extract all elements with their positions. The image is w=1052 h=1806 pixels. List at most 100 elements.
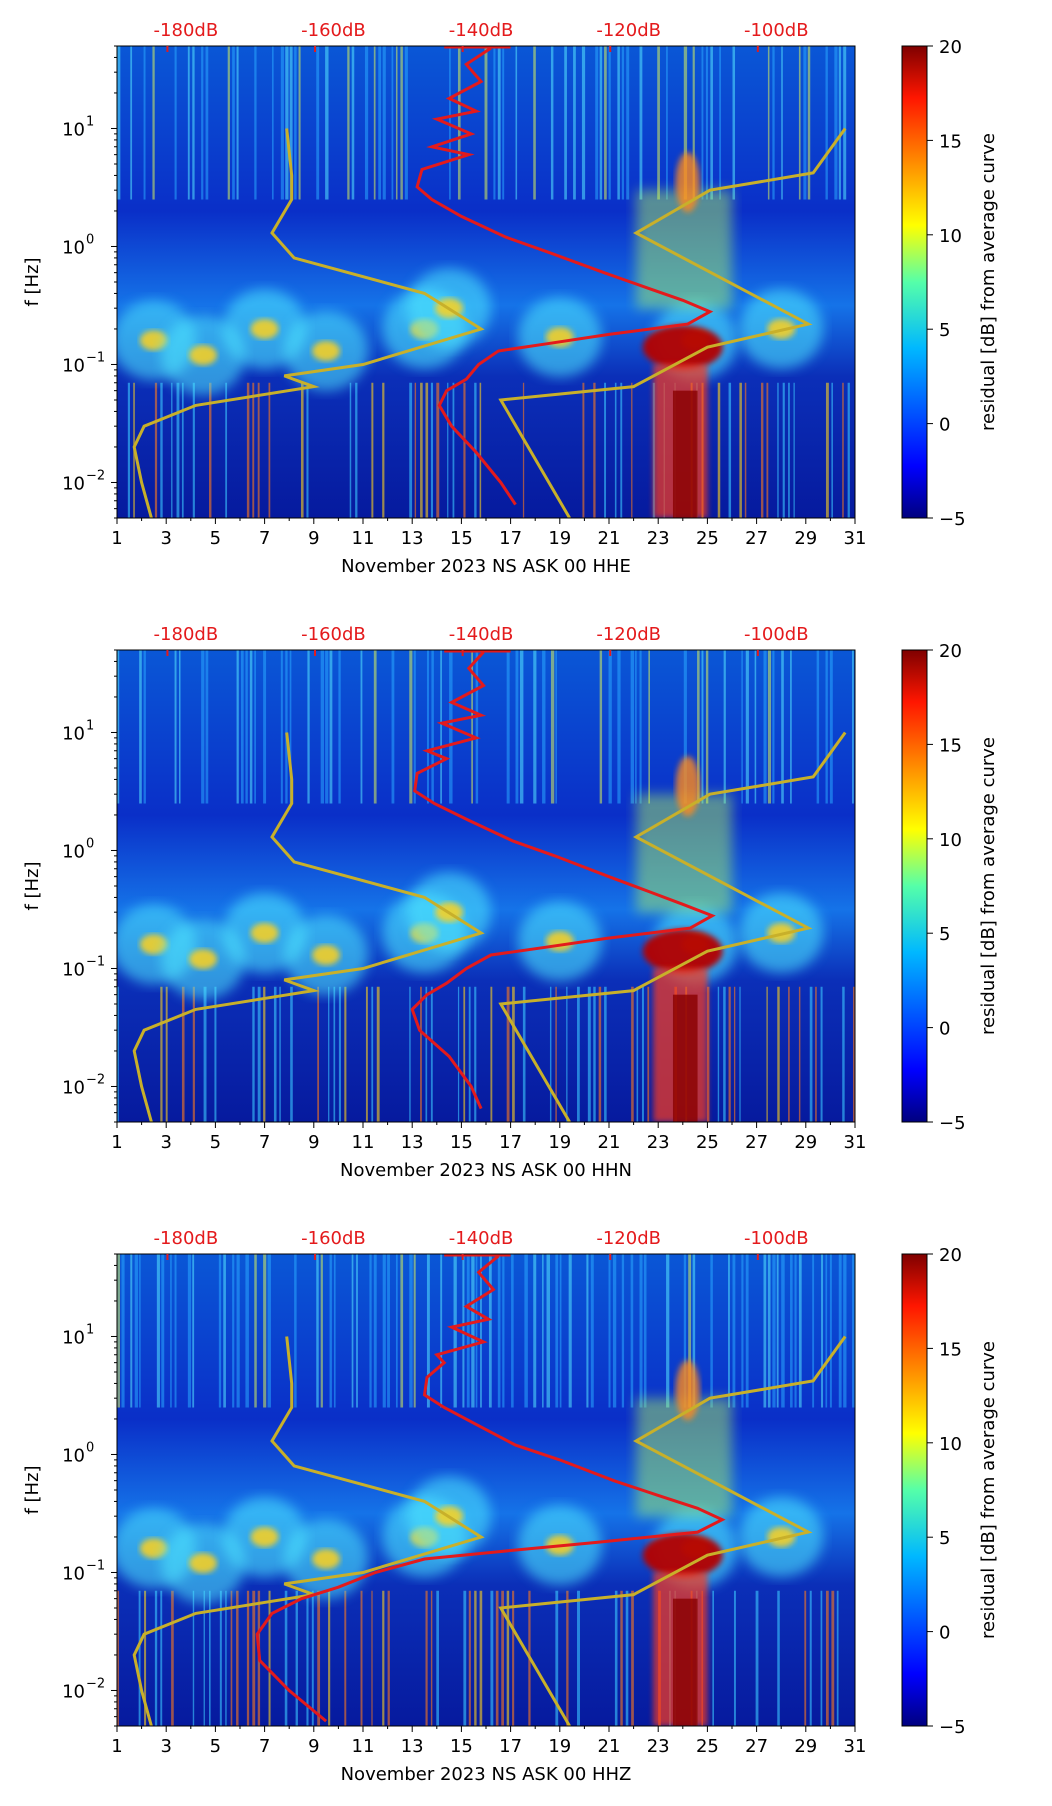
spectrogram-stripe	[161, 1254, 165, 1408]
y-tick-label: 10	[62, 473, 85, 494]
spectrogram-stripe	[683, 650, 687, 804]
spectrogram-streak	[739, 382, 742, 518]
spectrogram-streak	[728, 986, 731, 1122]
colorbar-tick-label: 10	[939, 226, 962, 247]
spectrogram-stripe	[289, 650, 292, 804]
x-tick-label: 29	[794, 528, 817, 549]
spectrogram-stripe	[333, 1254, 336, 1408]
spectrogram-stripe	[205, 46, 209, 200]
spectrogram-streak	[495, 1590, 499, 1726]
spectrogram-stripe	[143, 650, 146, 804]
spectrogram-stripe	[192, 46, 195, 200]
spectrogram-stripe	[471, 1254, 475, 1408]
spectrogram-stripe	[316, 1254, 319, 1408]
spectrogram-blob-core	[250, 318, 279, 339]
spectrogram-stripe	[152, 46, 155, 200]
storm-lowfreq-core	[672, 390, 698, 518]
spectrogram-stripe	[754, 650, 757, 804]
y-tick-exponent: −1	[86, 954, 105, 969]
spectrogram-streak	[154, 1590, 158, 1726]
spectrogram-streak	[706, 986, 710, 1122]
spectrogram-streak	[479, 382, 482, 518]
spectrogram-streak	[365, 986, 368, 1122]
spectrogram-streak	[425, 986, 428, 1122]
spectrogram-stripe	[834, 46, 838, 200]
y-tick-exponent: 1	[86, 114, 94, 129]
spectrogram-stripe	[816, 650, 820, 804]
spectrogram-blob-core	[312, 1549, 341, 1570]
x-tick-label: 29	[794, 1736, 817, 1757]
spectrogram-stripe	[347, 46, 350, 200]
spectrogram-stripe	[143, 46, 146, 200]
spectrogram-stripe	[630, 1254, 634, 1408]
spectrogram-blob-core	[189, 1553, 218, 1574]
db-axis-label: -140dB	[449, 20, 514, 41]
spectrogram-stripe	[581, 46, 586, 200]
x-tick-label: 21	[598, 1736, 621, 1757]
spectrogram-stripe	[484, 46, 488, 200]
low-noise-model-curve	[132, 128, 485, 518]
storm-lowfreq-core	[672, 994, 698, 1122]
spectrogram-stripe	[608, 1254, 611, 1408]
colorbar-tick-label: −5	[939, 1717, 966, 1738]
spectrogram-streak	[631, 382, 633, 518]
y-tick-exponent: −2	[86, 1072, 105, 1087]
spectrogram-streak	[587, 986, 591, 1122]
spectrogram-streak	[788, 382, 790, 518]
spectrogram-stripe	[254, 46, 257, 200]
spectrogram-stripe	[466, 1254, 470, 1408]
spectrogram-stripe	[178, 650, 181, 804]
spectrogram-stripe	[745, 1254, 749, 1408]
spectrogram-stripe	[550, 46, 554, 200]
storm-hotspot	[675, 756, 700, 817]
spectrogram-streak	[409, 986, 411, 1122]
spectrogram-streak	[263, 986, 266, 1122]
x-tick-label: 1	[111, 1736, 122, 1757]
spectrogram-stripe	[688, 1254, 692, 1408]
spectrogram-streak	[436, 1590, 439, 1726]
y-tick-label: 10	[62, 959, 85, 980]
db-axis-label: -100dB	[744, 624, 809, 645]
spectrogram-streak	[160, 382, 163, 518]
spectrogram-stripe	[497, 46, 501, 200]
spectrogram-streak	[631, 1590, 634, 1726]
spectrogram-streak	[181, 382, 184, 518]
spectrogram-streak	[203, 986, 207, 1122]
spectrogram-stripe	[692, 46, 695, 200]
spectrogram-stripe	[440, 650, 442, 804]
spectrogram-stripe	[741, 1254, 744, 1408]
spectrogram-streak	[566, 986, 568, 1122]
spectrogram-streak	[604, 382, 607, 518]
spectrogram-streak	[512, 986, 515, 1122]
spectrogram-streak	[712, 1590, 715, 1726]
y-tick-label: 10	[62, 1563, 85, 1584]
spectrogram-streak	[566, 1590, 569, 1726]
spectrogram-streak	[620, 382, 623, 518]
spectrogram-streak	[825, 382, 829, 518]
spectrogram-stripe	[218, 1254, 222, 1408]
spectrogram-streak	[836, 1590, 839, 1726]
spectrogram-stripe	[413, 1254, 416, 1408]
spectrogram-streak	[349, 382, 352, 518]
spectrogram-streak	[154, 382, 158, 518]
spectrogram-stripe	[449, 46, 451, 200]
spectrogram-stripe	[825, 1254, 828, 1408]
spectrogram-streak	[338, 986, 341, 1122]
spectrogram-streak	[598, 986, 602, 1122]
x-tick-label: 1	[111, 528, 122, 549]
spectrogram-stripe	[630, 650, 635, 804]
spectrogram-stripe	[728, 1254, 730, 1408]
spectrogram-stripe	[426, 650, 429, 804]
x-tick-label: 17	[499, 528, 522, 549]
spectrogram-stripe	[400, 1254, 404, 1408]
spectrogram-stripe	[599, 650, 603, 804]
spectrogram-stripe	[338, 650, 341, 804]
spectrogram-stripe	[843, 46, 847, 200]
spectrogram-stripe	[772, 1254, 776, 1408]
spectrogram-stripe	[130, 46, 133, 200]
x-tick-label: 3	[160, 528, 171, 549]
spectrogram-streak	[744, 382, 747, 518]
spectrogram-blob-core	[189, 949, 218, 970]
x-tick-label: 3	[160, 1736, 171, 1757]
x-tick-label: 19	[548, 1132, 571, 1153]
